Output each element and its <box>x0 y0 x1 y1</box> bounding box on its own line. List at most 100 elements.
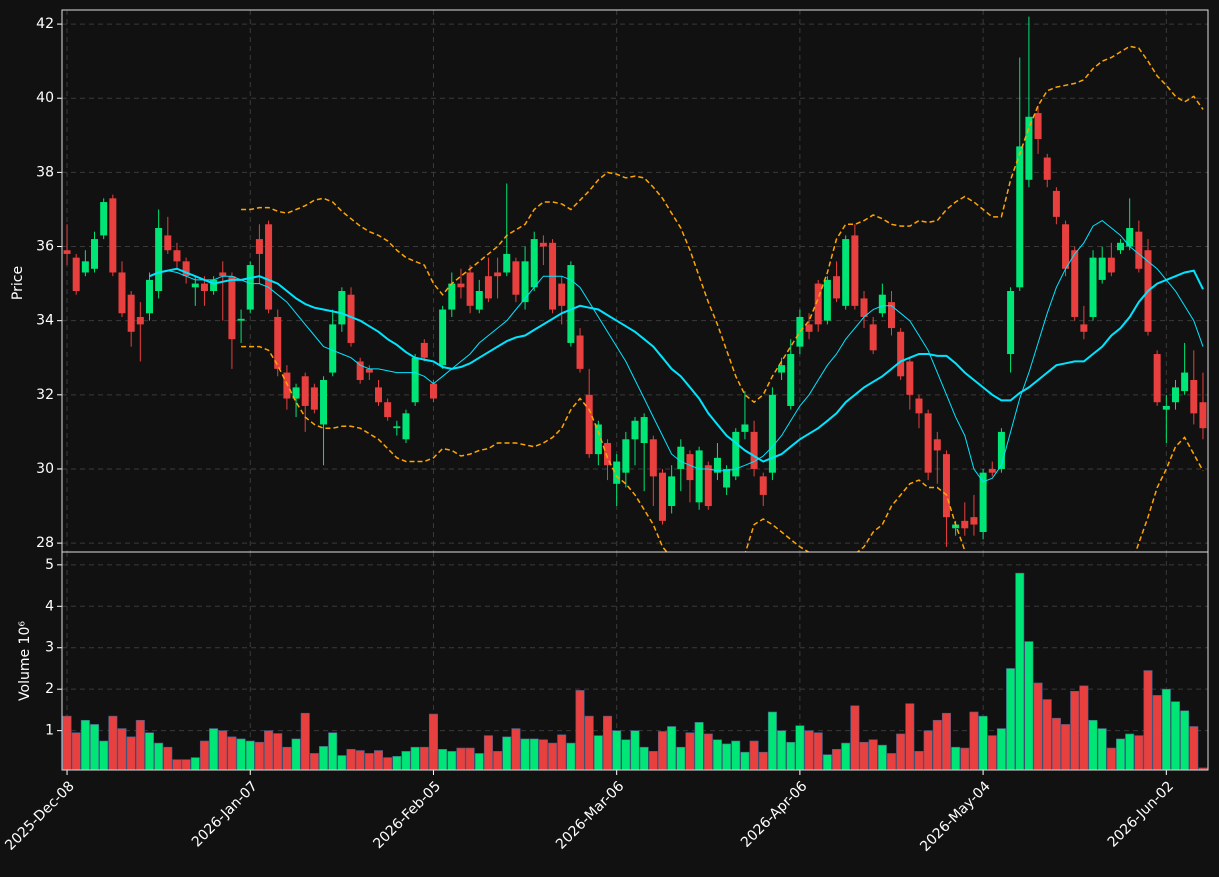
candle-body <box>1135 231 1143 269</box>
y-tick-label: 40 <box>36 90 54 106</box>
volume-bar <box>1106 747 1116 770</box>
volume-bar <box>566 742 576 770</box>
candle-body <box>814 283 822 325</box>
candle-body <box>1117 242 1125 251</box>
candle-body <box>356 361 364 380</box>
candle-body <box>1199 402 1207 429</box>
volume-bar <box>822 754 832 770</box>
volume-bar <box>749 740 759 770</box>
volume-bar <box>401 751 411 770</box>
candle-body <box>503 253 511 273</box>
y-tick-label: 38 <box>36 164 54 180</box>
volume-bar <box>951 746 961 770</box>
candle-body <box>283 372 291 399</box>
candle-body <box>1080 324 1088 332</box>
volume-bar <box>603 715 613 770</box>
candle-body <box>265 224 273 310</box>
candle-body <box>347 294 355 343</box>
candle-body <box>869 324 877 351</box>
candle-body <box>246 265 254 310</box>
candle-body <box>1034 113 1042 140</box>
candle-body <box>750 431 758 469</box>
candle-body <box>521 261 529 303</box>
volume-bar <box>117 728 127 770</box>
candle-body <box>1062 224 1070 269</box>
volume-bar <box>841 742 851 770</box>
volume-bar <box>914 751 924 770</box>
volume-bar <box>996 728 1006 770</box>
volume-bar <box>428 713 438 770</box>
volume-bar <box>987 735 997 770</box>
candle-body <box>81 261 89 273</box>
candle-body <box>274 316 282 369</box>
volume-bar <box>694 722 704 770</box>
candle-body <box>979 472 987 532</box>
volume-bar <box>868 739 878 770</box>
candle-body <box>164 235 172 251</box>
volume-bar <box>1134 735 1144 770</box>
candle-body <box>1052 190 1060 217</box>
volume-bar <box>1180 710 1190 770</box>
candle-body <box>1126 227 1134 247</box>
candle-body <box>338 291 346 325</box>
indicator-line <box>149 267 1204 463</box>
candle-body <box>594 424 602 455</box>
volume-bar <box>795 725 805 770</box>
volume-bar <box>657 731 667 770</box>
candle-body <box>1089 257 1097 317</box>
candle-body <box>420 342 428 358</box>
candle-body <box>842 239 850 306</box>
volume-bar <box>722 743 732 770</box>
volume-bar <box>236 738 246 770</box>
y-tick-label: 30 <box>36 461 54 477</box>
volume-bar <box>99 740 109 770</box>
volume-bar <box>804 730 814 770</box>
candle-body <box>494 272 502 277</box>
candle-body <box>136 316 144 325</box>
candle-body <box>723 468 731 488</box>
volume-bar <box>300 712 310 770</box>
candle-body <box>585 394 593 455</box>
candle-body <box>823 279 831 321</box>
volume-bar <box>1042 699 1052 770</box>
volume-bar <box>511 728 521 770</box>
volume-bar <box>374 750 384 770</box>
y-tick-label: 32 <box>36 387 54 403</box>
candle-body <box>255 239 263 254</box>
volume-bar <box>740 751 750 770</box>
candle-body <box>191 283 199 288</box>
candle-body <box>759 476 767 495</box>
candle-body <box>448 283 456 310</box>
volume-bar <box>969 711 979 770</box>
volume-bar <box>786 741 796 770</box>
volume-bar <box>548 742 558 770</box>
candle-body <box>1043 157 1051 180</box>
y-tick-label: 3 <box>45 640 54 656</box>
candle-body <box>237 318 245 321</box>
volume-axis-label: Volume 10⁶ <box>17 621 33 701</box>
candle-body <box>402 413 410 440</box>
volume-frame <box>61 551 1209 771</box>
candle-body <box>439 309 447 366</box>
volume-bar <box>1033 682 1043 770</box>
volume-bar <box>502 736 512 770</box>
volume-bar <box>254 741 264 770</box>
volume-bar <box>1125 733 1135 770</box>
candle-body <box>805 324 813 332</box>
candle-body <box>475 291 483 310</box>
volume-bar <box>758 751 768 770</box>
candle-body <box>182 261 190 277</box>
indicator-line <box>241 45 1204 404</box>
volume-bar <box>227 736 237 770</box>
volume-bar <box>218 730 228 770</box>
volume-bar <box>80 719 90 770</box>
candle-body <box>997 431 1005 469</box>
volume-bar <box>538 739 548 770</box>
volume-bar <box>135 719 145 770</box>
candle-body <box>219 272 227 277</box>
volume-bar <box>493 751 503 770</box>
y-tick-label: 42 <box>36 16 54 32</box>
candle-body <box>1007 291 1015 355</box>
candle-body <box>530 239 538 288</box>
